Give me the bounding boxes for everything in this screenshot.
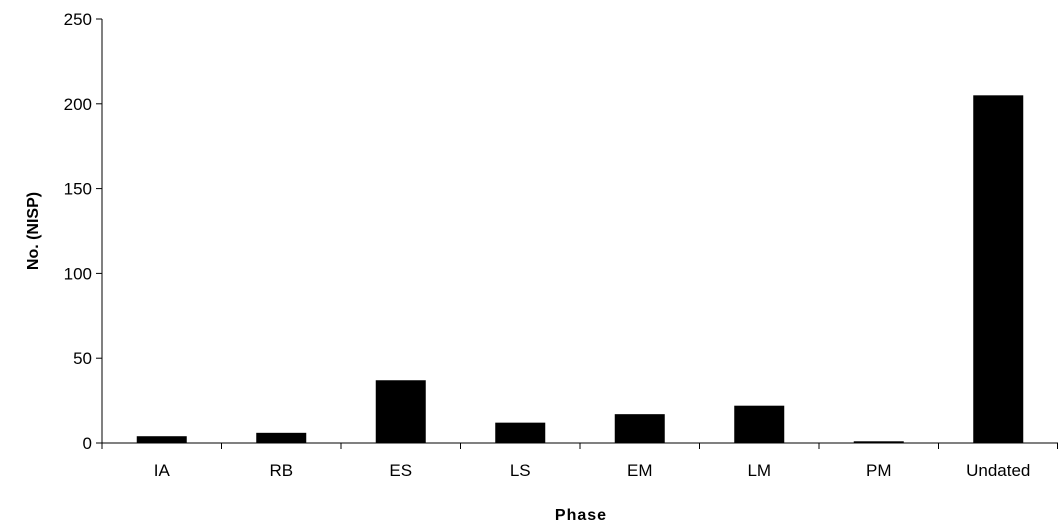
x-tick-label: PM — [866, 461, 892, 480]
x-tick-label: IA — [154, 461, 171, 480]
y-tick-label: 200 — [64, 95, 92, 114]
bar-lm — [734, 405, 785, 443]
x-tick-label: EM — [627, 461, 653, 480]
axes-group — [96, 19, 1058, 449]
y-tick-label: 50 — [73, 349, 92, 368]
ticks-group: 0 50 100 150 200 250 IA RB ES LS EM LM PM Undated — [64, 10, 1058, 480]
bar-undated — [973, 95, 1024, 443]
bar-es — [375, 380, 426, 443]
y-tick-label: 0 — [83, 434, 92, 453]
y-tick-label: 250 — [64, 10, 92, 29]
x-tick-label: Undated — [966, 461, 1030, 480]
x-tick-label: LS — [510, 461, 531, 480]
x-tick-label: RB — [269, 461, 293, 480]
y-tick-label: 150 — [64, 180, 92, 199]
bar-rb — [256, 432, 307, 443]
bar-em — [614, 414, 665, 443]
bars-group — [136, 95, 1024, 443]
y-axis-title: No. (NISP) — [25, 192, 42, 270]
bar-ls — [495, 422, 546, 443]
x-axis-title: Phase — [555, 507, 607, 524]
bar-pm — [853, 441, 904, 443]
x-tick-label: LM — [747, 461, 771, 480]
bar-ia — [136, 436, 187, 443]
y-tick-label: 100 — [64, 264, 92, 283]
x-tick-label: ES — [389, 461, 412, 480]
